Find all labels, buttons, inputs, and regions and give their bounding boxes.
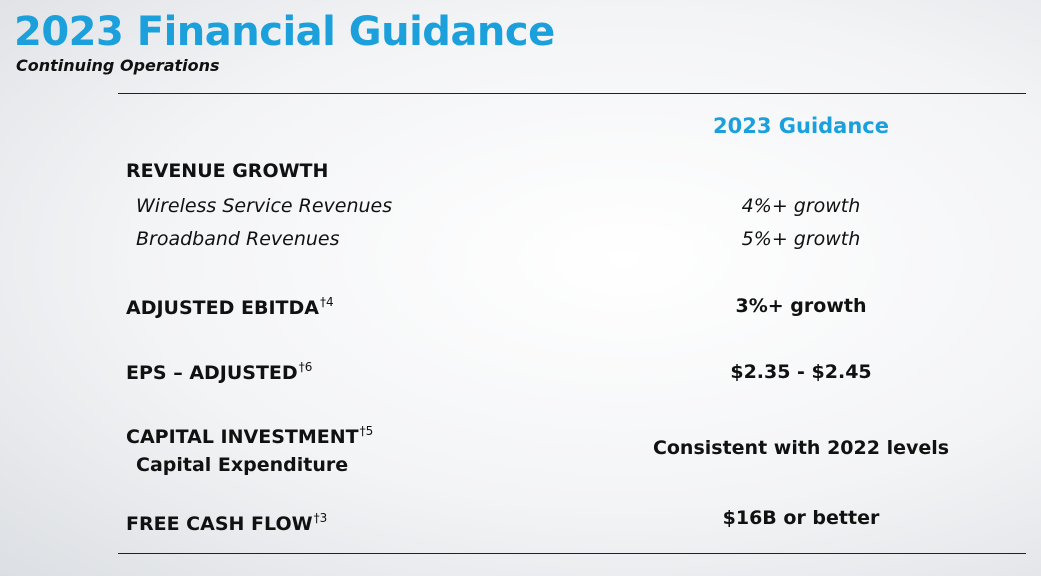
bottom-divider [118,553,1026,554]
capital-investment-footnote: †5 [359,424,374,438]
free-cash-flow-text: FREE CASH FLOW [126,513,313,535]
capital-expenditure-label: Capital Expenditure [136,454,349,476]
top-divider [118,93,1026,94]
capital-investment-text: CAPITAL INVESTMENT [126,426,359,448]
wireless-service-revenues-label: Wireless Service Revenues [136,195,393,217]
adjusted-ebitda-value: 3%+ growth [735,295,867,317]
adjusted-ebitda-text: ADJUSTED EBITDA [126,297,319,319]
broadband-revenues-value: 5%+ growth [741,228,861,250]
eps-adjusted-text: EPS – ADJUSTED [126,362,298,384]
guidance-column-header: 2023 Guidance [713,114,889,138]
wireless-service-revenues-value: 4%+ growth [741,195,861,217]
page-title: 2023 Financial Guidance [14,9,555,55]
page-subtitle: Continuing Operations [16,56,220,75]
free-cash-flow-label: FREE CASH FLOW†3 [126,505,327,537]
eps-adjusted-label: EPS – ADJUSTED†6 [126,354,312,386]
adjusted-ebitda-label: ADJUSTED EBITDA†4 [126,289,334,321]
free-cash-flow-value: $16B or better [722,507,880,529]
eps-adjusted-footnote: †6 [298,360,313,374]
adjusted-ebitda-footnote: †4 [319,295,334,309]
free-cash-flow-footnote: †3 [313,511,328,525]
revenue-growth-label: REVENUE GROWTH [126,160,329,182]
broadband-revenues-label: Broadband Revenues [136,228,340,250]
capital-investment-label: CAPITAL INVESTMENT†5 [126,418,373,450]
eps-adjusted-value: $2.35 - $2.45 [730,361,872,383]
capital-investment-value: Consistent with 2022 levels [652,437,950,459]
